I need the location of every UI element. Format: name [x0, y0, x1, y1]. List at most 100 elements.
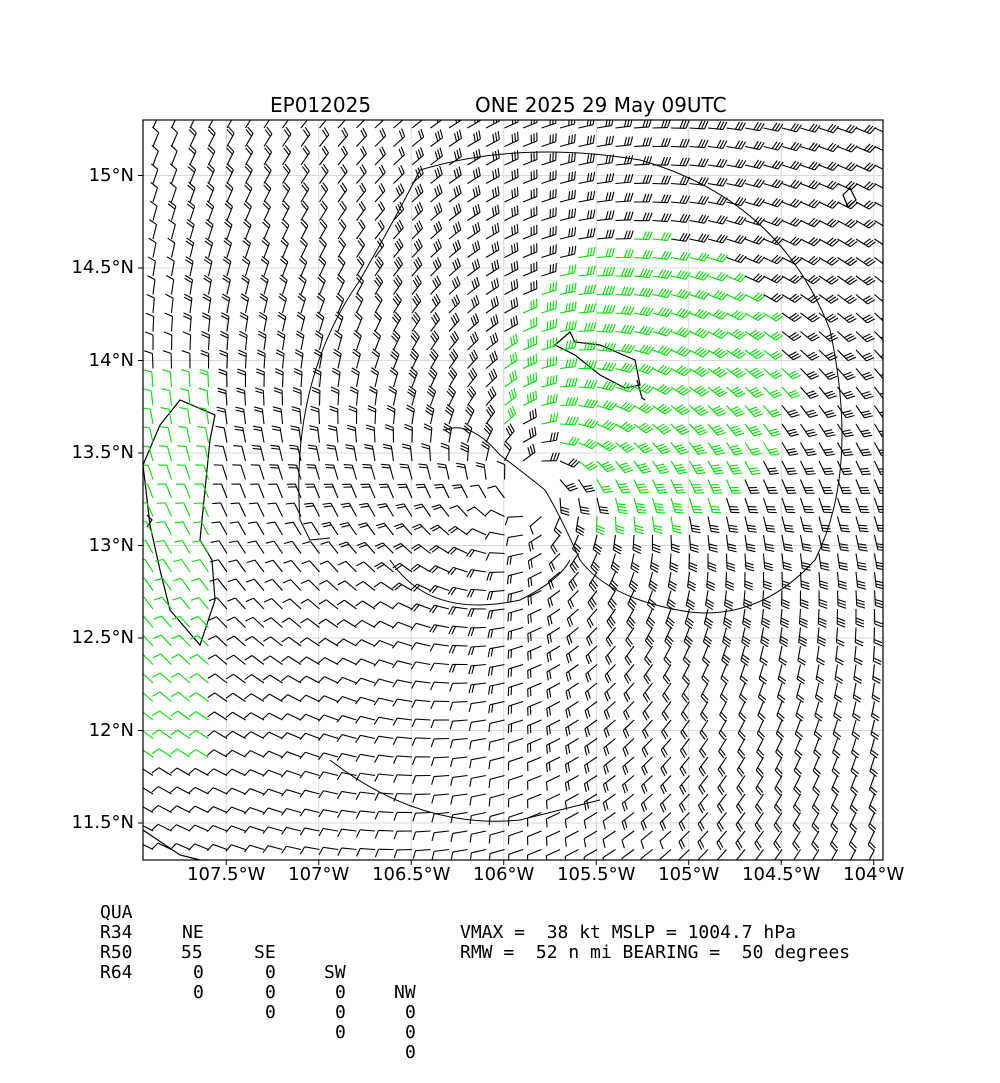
wind-barb	[192, 538, 208, 558]
wind-barb	[727, 381, 746, 399]
wind-barb	[540, 432, 559, 442]
wind-barb	[500, 370, 519, 387]
wind-barb	[605, 609, 622, 628]
wind-barb	[801, 476, 815, 496]
wind-barb	[293, 387, 301, 405]
wind-barb	[430, 644, 449, 654]
wind-barb	[164, 108, 179, 128]
wind-barb	[525, 572, 545, 587]
wind-barb	[461, 386, 477, 405]
wind-barb	[405, 349, 420, 369]
wind-barb	[182, 219, 195, 239]
wind-barb	[313, 183, 330, 202]
wind-barb	[525, 739, 545, 753]
wind-barb	[717, 739, 733, 759]
wind-barb	[164, 276, 175, 295]
wind-barb	[819, 571, 828, 590]
wind-barb	[238, 238, 251, 258]
wind-barb	[736, 739, 752, 759]
wind-barb	[486, 553, 504, 562]
wind-barb	[875, 609, 883, 627]
wind-barb	[294, 146, 311, 165]
wind-barb	[520, 243, 540, 257]
wind-barb	[634, 175, 652, 183]
wind-barb	[208, 691, 227, 708]
wind-barb	[582, 831, 602, 847]
wind-barb	[819, 439, 835, 459]
wind-barb	[189, 710, 208, 727]
wind-barb	[777, 683, 790, 703]
wind-barb	[338, 559, 356, 577]
wind-barb	[793, 757, 808, 777]
wind-barb	[226, 711, 246, 727]
wind-barb	[870, 720, 882, 739]
wind-barb	[677, 813, 695, 832]
wind-barb	[387, 220, 405, 239]
wind-barb	[376, 521, 393, 540]
wind-barb	[753, 813, 770, 832]
wind-barb	[782, 572, 791, 590]
wind-barb	[275, 219, 290, 239]
wind-barb	[616, 324, 635, 334]
wind-barb	[136, 595, 153, 614]
wind-barb	[539, 207, 559, 220]
wind-barb	[463, 222, 482, 239]
wind-barb	[449, 503, 467, 522]
wind-barb	[634, 324, 653, 336]
wind-barb	[248, 519, 264, 539]
wind-barb	[218, 388, 227, 407]
wind-barb	[797, 646, 808, 665]
wind-barb	[442, 367, 458, 387]
wind-barb	[275, 201, 290, 221]
wind-barb	[263, 845, 282, 857]
wind-barb	[646, 591, 660, 611]
wind-barb	[388, 202, 406, 221]
wind-barb	[153, 671, 172, 689]
wind-barb	[720, 665, 734, 685]
wind-barb	[313, 127, 330, 146]
wind-barb	[304, 500, 319, 520]
wind-barb	[727, 306, 747, 321]
wind-barb	[727, 457, 743, 477]
wind-barb	[226, 730, 246, 746]
wind-barb	[810, 813, 826, 833]
wind-barb	[136, 576, 153, 595]
wind-barb	[374, 697, 393, 709]
wind-barb	[505, 517, 523, 526]
wind-barb	[302, 558, 320, 577]
wind-barb	[220, 127, 236, 147]
wind-barb	[189, 691, 208, 708]
wind-barb	[708, 139, 727, 149]
wind-barb	[782, 438, 798, 458]
wind-barb	[653, 268, 672, 279]
wind-barb	[544, 665, 564, 681]
wind-barb	[300, 789, 319, 801]
wind-barb	[801, 120, 821, 133]
wind-barb	[194, 500, 209, 520]
wind-barb	[374, 736, 393, 747]
wind-barb	[332, 146, 350, 165]
wind-barb	[608, 572, 623, 592]
wind-barb	[558, 302, 577, 313]
wind-barb	[176, 481, 190, 501]
wind-barb	[302, 539, 319, 558]
wind-barb	[856, 363, 874, 382]
wind-barb	[818, 609, 827, 627]
wind-barb	[727, 269, 747, 283]
wind-barb	[265, 577, 283, 596]
wind-barb	[616, 398, 636, 413]
wind-barb	[238, 145, 254, 165]
wind-barb	[421, 443, 430, 462]
wind-barb	[275, 312, 287, 331]
wind-barb	[776, 702, 790, 722]
wind-barb	[819, 420, 836, 439]
wind-barb	[238, 219, 252, 239]
wind-barb	[194, 481, 208, 501]
wind-barb	[577, 266, 596, 276]
wind-barb	[170, 804, 190, 819]
wind-barb	[781, 591, 790, 609]
wind-barb	[560, 497, 569, 516]
wind-barb	[318, 675, 338, 690]
wind-barb	[226, 844, 246, 857]
wind-barb	[764, 176, 784, 189]
